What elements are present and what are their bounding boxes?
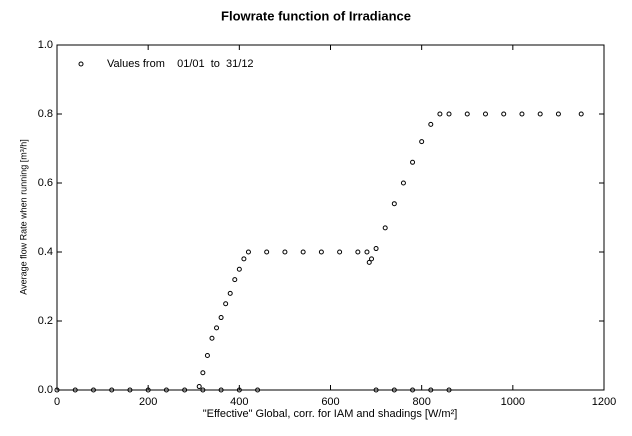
data-point [391,201,397,207]
data-point [578,111,584,117]
data-point [391,387,397,393]
data-point [419,139,425,145]
data-point [364,249,370,255]
data-point [255,387,261,393]
data-point [410,159,416,165]
data-point [373,387,379,393]
x-tick-label: 800 [412,396,430,408]
y-tick-label: 0.2 [38,315,53,327]
legend-marker [78,61,84,67]
data-point [223,301,229,307]
data-point [400,180,406,186]
x-tick-label: 1000 [501,396,525,408]
y-tick-label: 0.8 [38,108,53,120]
data-point [537,111,543,117]
data-point [337,249,343,255]
data-point [241,256,247,262]
data-point [204,353,210,358]
data-point [163,387,169,393]
data-point [428,387,434,393]
data-point [482,111,488,117]
y-tick-label: 0.6 [38,177,53,189]
data-point [300,249,306,255]
x-tick-label: 1200 [592,396,616,408]
data-point [236,387,242,393]
data-point [369,256,375,262]
data-point [109,387,115,393]
y-tick-label: 1.0 [38,39,53,51]
data-point [555,111,561,117]
data-point [145,387,151,393]
data-point [72,387,78,393]
data-point [236,266,242,272]
data-point [200,370,206,376]
data-point [501,111,507,117]
data-point [428,121,434,127]
data-point [214,325,220,331]
data-point [54,387,60,393]
data-point [373,246,379,252]
x-tick-label: 200 [139,396,157,408]
data-point [200,387,206,393]
data-point [218,315,224,321]
data-point [232,277,238,283]
data-point [355,249,361,255]
data-point [437,111,443,117]
legend-label: Values from 01/01 to 31/12 [107,58,254,70]
data-point [446,111,452,117]
data-point [519,111,525,117]
y-tick-label: 0.4 [38,246,53,258]
data-point [464,111,470,117]
data-point [264,249,270,255]
data-point [446,387,452,393]
data-point [127,387,133,393]
x-axis-label: "Effective" Global, corr. for IAM and sh… [203,408,458,420]
data-point [410,387,416,393]
data-point [90,387,96,393]
data-point [245,249,251,255]
y-axis-label: Average flow Rate when running [m³/h] [18,139,28,294]
data-point [196,384,202,390]
data-point [366,259,372,265]
x-tick-label: 600 [321,396,339,408]
x-tick-label: 400 [230,396,248,408]
data-point [282,249,288,255]
data-point [209,335,215,341]
data-point [227,290,233,296]
y-tick-label: 0.0 [38,384,53,396]
data-point [382,225,388,231]
data-point [182,387,188,393]
x-tick-label: 0 [54,396,60,408]
data-point [318,249,324,255]
chart-title: Flowrate function of Irradiance [221,8,411,23]
data-point [218,387,224,393]
